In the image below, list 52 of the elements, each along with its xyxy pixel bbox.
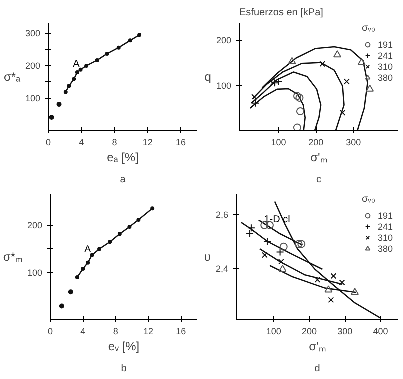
x-tick-label: 100 [271,138,286,148]
y-axis-title: q [204,70,212,84]
x-axis-title: eᵥ [%] [108,340,140,354]
annotation: 1-D cl [264,214,290,226]
x-tick-label: 16 [176,326,186,336]
y-tick-label: 2,6 [216,210,229,220]
y-tick-label: 100 [25,94,41,104]
y-axis-title: σ*ₐ [4,70,22,84]
y-tick-label: 100 [27,268,43,278]
text: b [121,364,128,374]
legend-label: 380 [378,244,394,254]
legend-label: 310 [378,232,394,242]
y-axis-title: σ*ₘ [3,250,22,264]
y-tick-label: 200 [216,36,232,46]
y-tick-label: 2,4 [216,264,229,274]
x-tick-label: 4 [80,326,86,336]
y-axis-title: υ [204,250,211,264]
x-tick-label: 300 [346,138,362,148]
text: a [120,174,126,186]
x-tick-label: 4 [79,138,84,148]
legend-title: σᵥ₀ [362,23,377,34]
legend-label: 241 [378,222,394,232]
x-tick-label: 12 [142,138,153,148]
text: Esfuerzos en [kPa] [240,8,324,18]
x-axis-title: σ'ₘ [309,340,326,354]
x-tick-label: 8 [113,326,118,336]
x-tick-label: 0 [48,326,54,336]
x-tick-label: 300 [338,326,353,336]
annotation: A [73,58,80,70]
legend-label: 241 [378,50,394,60]
x-tick-label: 200 [302,326,318,336]
x-tick-label: 200 [308,138,324,148]
y-tick-label: 100 [216,80,232,91]
x-tick-label: 400 [373,326,388,336]
x-tick-label: 100 [266,326,282,336]
legend-label: 310 [378,62,394,72]
y-tick-label: 200 [27,220,43,231]
y-tick-label: 300 [25,28,41,39]
legend-label: 191 [378,210,394,220]
text: c [316,174,322,186]
x-axis-title: σ'ₘ [310,150,328,164]
x-axis-title: eₐ [%] [107,150,139,164]
legend-label: 191 [378,40,394,50]
annotation: A [84,244,92,256]
text: d [314,364,320,374]
legend-label: 380 [378,72,394,82]
x-tick-label: 12 [143,326,154,336]
x-tick-label: 8 [112,138,118,148]
x-tick-label: 16 [176,138,186,148]
x-tick-label: 0 [46,138,52,148]
legend-title: σᵥ₀ [362,194,377,205]
y-tick-label: 200 [25,61,41,72]
